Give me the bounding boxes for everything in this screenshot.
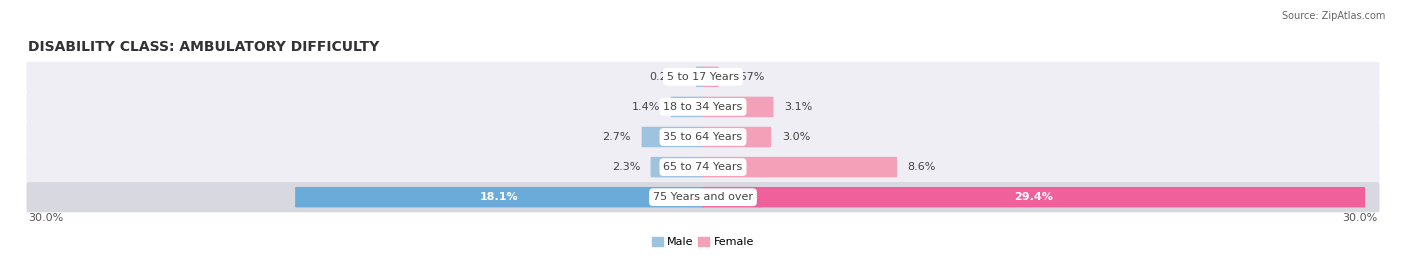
Text: 0.67%: 0.67%: [730, 72, 765, 82]
Text: 75 Years and over: 75 Years and over: [652, 192, 754, 202]
Text: 8.6%: 8.6%: [908, 162, 936, 172]
FancyBboxPatch shape: [703, 127, 770, 147]
Text: 2.7%: 2.7%: [603, 132, 631, 142]
Text: 2.3%: 2.3%: [612, 162, 640, 172]
Legend: Male, Female: Male, Female: [647, 233, 759, 252]
Text: 0.29%: 0.29%: [650, 72, 685, 82]
FancyBboxPatch shape: [703, 157, 897, 177]
Text: 29.4%: 29.4%: [1014, 192, 1053, 202]
Text: 30.0%: 30.0%: [28, 213, 63, 223]
FancyBboxPatch shape: [27, 92, 1379, 122]
Text: 18 to 34 Years: 18 to 34 Years: [664, 102, 742, 112]
Text: 5 to 17 Years: 5 to 17 Years: [666, 72, 740, 82]
FancyBboxPatch shape: [27, 182, 1379, 212]
FancyBboxPatch shape: [703, 187, 1365, 207]
Text: 1.4%: 1.4%: [631, 102, 661, 112]
FancyBboxPatch shape: [671, 97, 703, 117]
FancyBboxPatch shape: [27, 152, 1379, 182]
Text: DISABILITY CLASS: AMBULATORY DIFFICULTY: DISABILITY CLASS: AMBULATORY DIFFICULTY: [28, 40, 380, 54]
Text: Source: ZipAtlas.com: Source: ZipAtlas.com: [1281, 11, 1385, 21]
FancyBboxPatch shape: [703, 66, 718, 87]
FancyBboxPatch shape: [27, 62, 1379, 92]
FancyBboxPatch shape: [696, 66, 703, 87]
FancyBboxPatch shape: [703, 97, 773, 117]
Text: 3.0%: 3.0%: [782, 132, 810, 142]
Text: 30.0%: 30.0%: [1343, 213, 1378, 223]
Text: 18.1%: 18.1%: [479, 192, 519, 202]
FancyBboxPatch shape: [27, 122, 1379, 152]
FancyBboxPatch shape: [295, 187, 703, 207]
FancyBboxPatch shape: [641, 127, 703, 147]
Text: 35 to 64 Years: 35 to 64 Years: [664, 132, 742, 142]
Text: 65 to 74 Years: 65 to 74 Years: [664, 162, 742, 172]
FancyBboxPatch shape: [651, 157, 703, 177]
Text: 3.1%: 3.1%: [785, 102, 813, 112]
